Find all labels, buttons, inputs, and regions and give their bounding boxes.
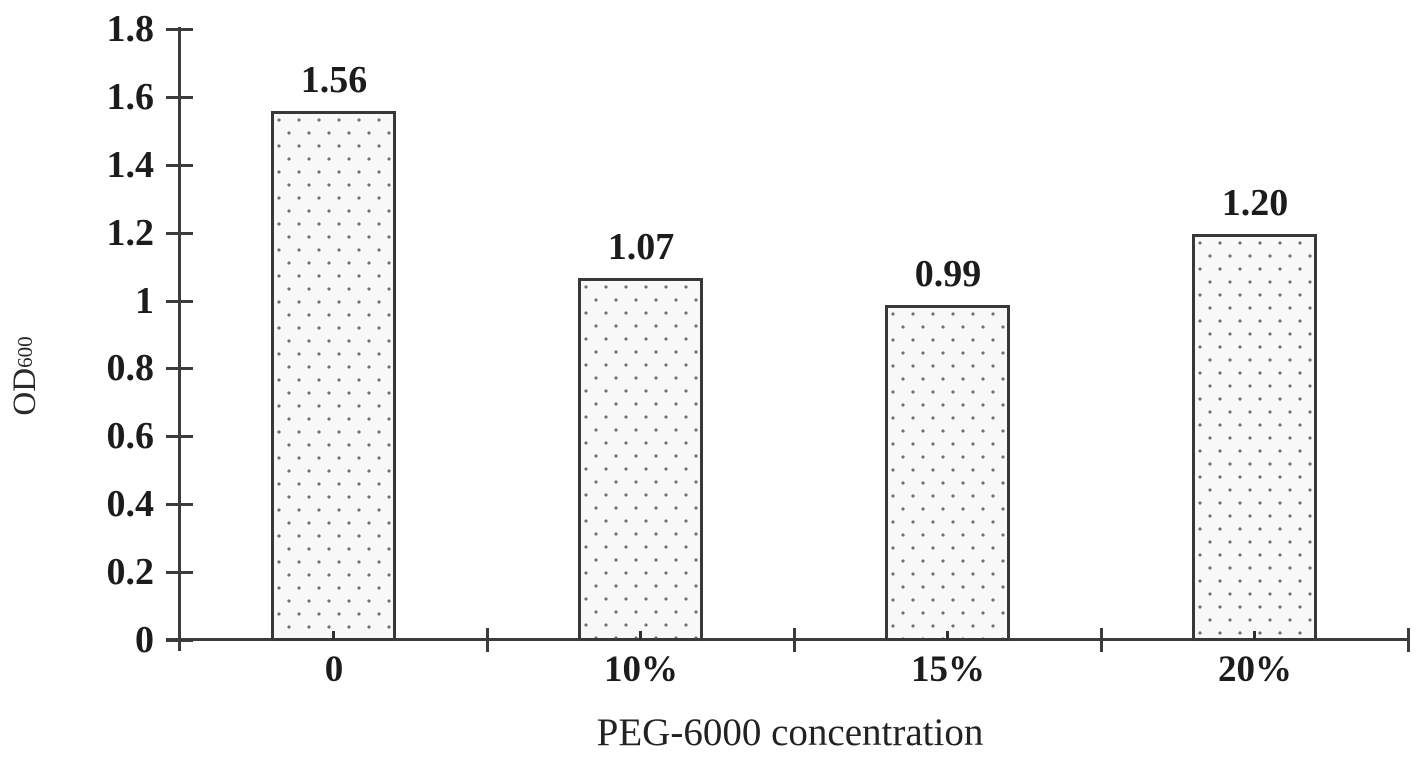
y-tick-label: 1.8 [106, 8, 155, 50]
bar [271, 111, 396, 641]
y-axis-tick [166, 435, 193, 439]
y-axis-tick [166, 231, 193, 235]
y-axis-tick [166, 163, 193, 167]
bar-value-label: 0.99 [914, 253, 982, 295]
x-axis-end-tick [1406, 628, 1410, 652]
bar-value-label: 1.56 [300, 59, 368, 101]
bar-center-tick [946, 631, 949, 640]
y-tick-label: 0.2 [106, 551, 155, 594]
x-axis-title: PEG-6000 concentration [596, 711, 984, 754]
x-axis-boundary-tick [485, 628, 489, 652]
y-tick-label: 0.4 [106, 483, 155, 526]
y-axis-tick [166, 503, 193, 507]
bar [1192, 234, 1317, 641]
y-axis-tick [166, 571, 193, 575]
x-category-label: 15% [911, 649, 985, 690]
y-axis-tick [166, 639, 193, 642]
y-axis-line [178, 27, 181, 651]
y-axis-tick [166, 299, 193, 303]
y-axis-title-subscript: 600 [12, 336, 37, 368]
x-axis-boundary-tick [1099, 628, 1103, 652]
x-category-label: 0 [324, 649, 344, 690]
x-category-label: 20% [1218, 649, 1292, 690]
y-tick-label: 0.6 [106, 415, 155, 458]
y-tick-label: 1.2 [106, 211, 155, 254]
x-axis-boundary-tick [792, 628, 796, 652]
y-axis-tick [166, 28, 193, 31]
bar-center-tick [332, 631, 335, 640]
x-category-label: 10% [604, 649, 678, 690]
y-tick-label: 1 [135, 279, 154, 322]
x-axis-line [166, 638, 1409, 641]
bar-value-label: 1.20 [1221, 182, 1289, 224]
y-tick-label: 0.8 [106, 347, 155, 390]
bar-value-label: 1.07 [607, 226, 675, 268]
y-tick-label: 0 [135, 619, 154, 661]
bar-center-tick [1253, 631, 1256, 640]
y-tick-label: 1.4 [106, 143, 155, 186]
bar [885, 305, 1010, 641]
y-axis-tick [166, 367, 193, 371]
y-tick-label: 1.6 [106, 75, 155, 118]
y-axis-tick [166, 95, 193, 99]
bar [578, 278, 703, 641]
bar-center-tick [639, 631, 642, 640]
